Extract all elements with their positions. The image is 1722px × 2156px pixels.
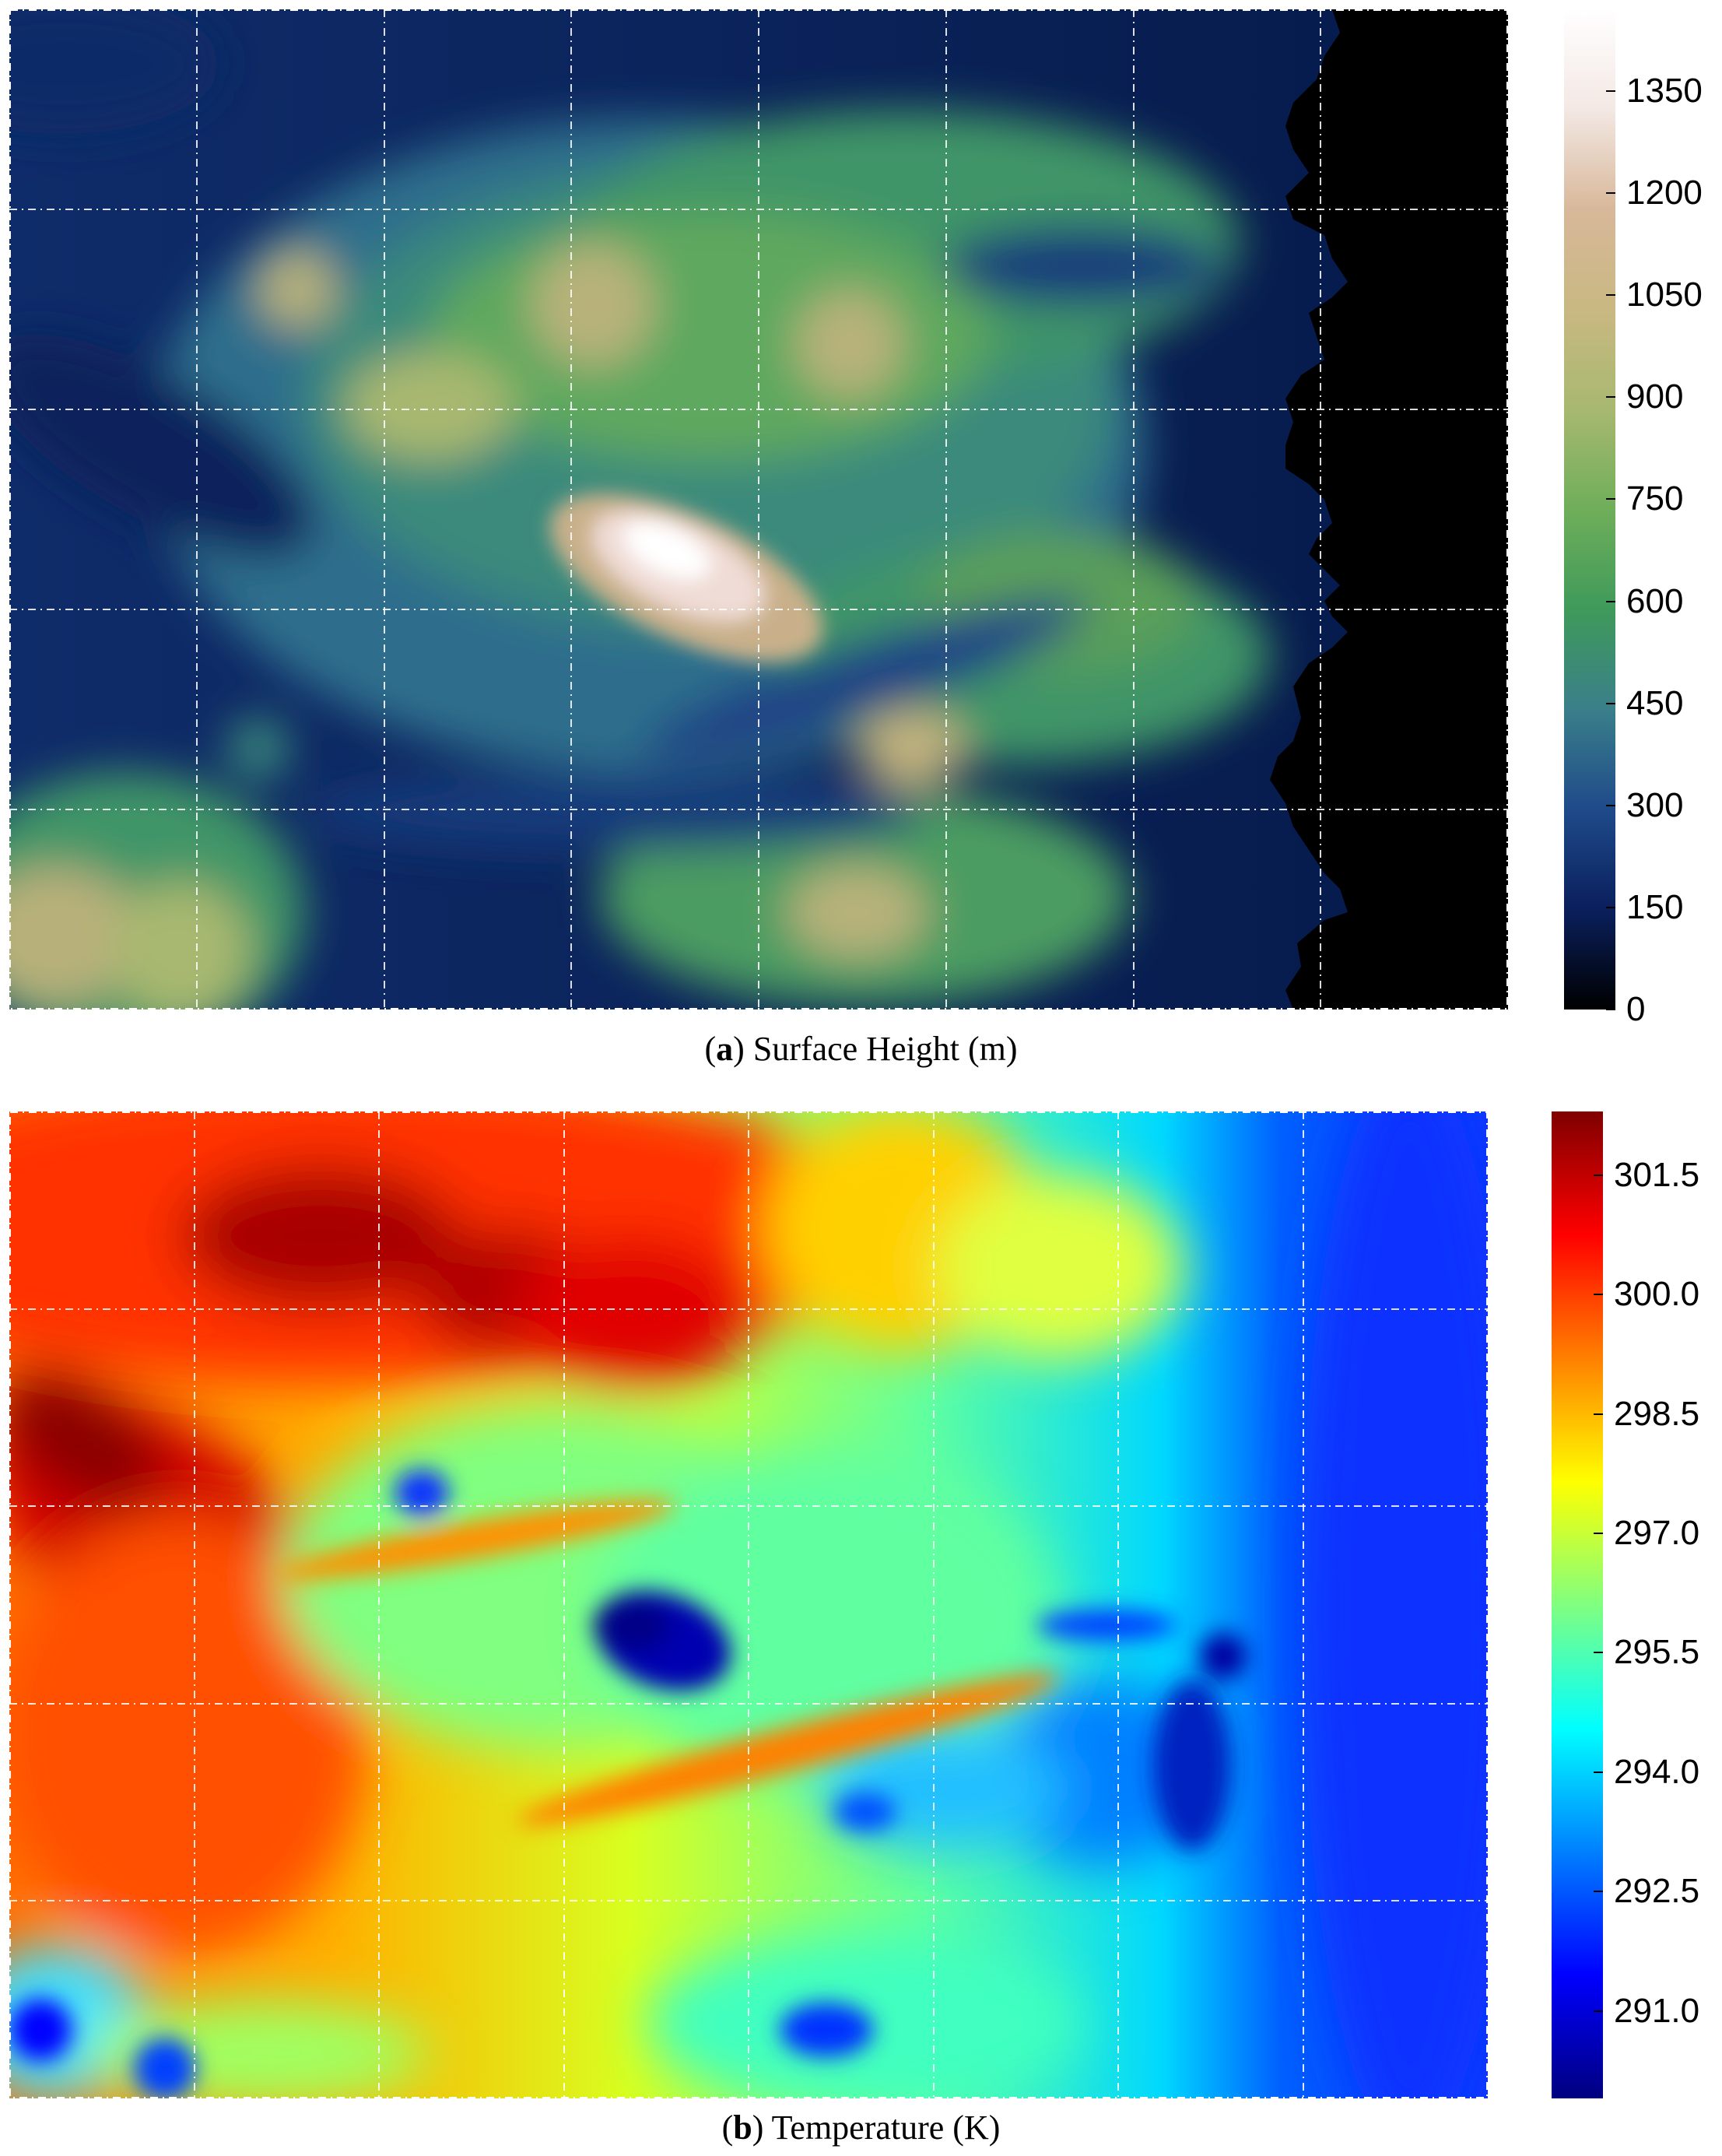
west-hill <box>344 352 515 461</box>
south-cold-core <box>780 2003 873 2057</box>
colorbar-tick <box>1606 702 1615 704</box>
summit-layer <box>549 493 823 662</box>
central-valley <box>643 599 1088 759</box>
south-valley <box>305 772 928 850</box>
colorbar-tick-label: 1350 <box>1626 71 1703 110</box>
colorbar-tick-label: 297.0 <box>1614 1513 1700 1552</box>
colorbar-tick-label: 294.0 <box>1614 1752 1700 1791</box>
temperature-heatmap <box>9 1111 1488 2098</box>
map-frame <box>9 9 1508 1010</box>
temperature-colorbar <box>1552 1111 1603 2098</box>
colorbar-tick-label: 1200 <box>1626 174 1703 212</box>
colorbar-tick-label: 292.5 <box>1614 1872 1700 1911</box>
colorbar-tick <box>1594 1413 1603 1415</box>
colorbar-tick-label: 301.5 <box>1614 1155 1700 1194</box>
colorbar-tick <box>1606 90 1615 92</box>
southeast-cold-spot <box>834 1793 896 1831</box>
southwest-mound <box>227 718 289 780</box>
colorbar-tick <box>1606 294 1615 297</box>
colorbar-tick-label: 295.5 <box>1614 1633 1700 1672</box>
northeast-valley <box>943 227 1223 305</box>
gridlines <box>9 9 1508 1010</box>
plain-region <box>1270 9 1508 1010</box>
warm-ridge-streak <box>276 1500 676 1579</box>
north-hill <box>531 243 655 367</box>
southwest-cold-spot <box>9 1999 72 2061</box>
surface-height-map <box>9 9 1508 1010</box>
east-cold-core <box>1200 1633 1247 1680</box>
colorbar-tick-label: 298.5 <box>1614 1394 1700 1433</box>
north-lowland <box>9 9 219 134</box>
northwest-valley <box>9 333 315 557</box>
colorbar-tick-label: 450 <box>1626 683 1684 722</box>
colorbar-tick <box>1594 1891 1603 1893</box>
panel-b-letter: b <box>733 2109 752 2147</box>
colorbar-tick <box>1594 1652 1603 1654</box>
east-cold-streak <box>1036 1610 1177 1641</box>
east-cold-spot <box>1153 1680 1231 1851</box>
northeast-hill <box>795 290 904 399</box>
southeast-knoll <box>857 710 966 788</box>
surface-height-colorbar <box>1564 9 1615 1010</box>
southwest-peak <box>9 866 142 1006</box>
warm-valley-streak <box>517 1673 1058 1826</box>
colorbar-tick-label: 0 <box>1626 990 1646 1028</box>
colorbar-tick <box>1606 1009 1615 1010</box>
colorbar-tick-label: 300 <box>1626 785 1684 824</box>
gridlines <box>9 1111 1488 2098</box>
colorbar-tick <box>1594 1532 1603 1534</box>
south-knoll <box>787 866 928 959</box>
northwest-knoll <box>258 251 336 328</box>
northeast-mild <box>935 1174 1184 1361</box>
central-cold-core <box>593 1598 671 1652</box>
east-cold-band <box>1301 1111 1488 2098</box>
colorbar-tick <box>1594 1294 1603 1296</box>
cold-spots <box>9 1470 1247 2098</box>
colorbar-tick <box>1594 1174 1603 1176</box>
colorbar-tick <box>1594 2010 1603 2012</box>
colorbar-tick-label: 150 <box>1626 887 1684 926</box>
panel-a-title: Surface Height (m) <box>752 1030 1018 1068</box>
colorbar-tick-label: 750 <box>1626 479 1684 518</box>
surface-height-heatmap <box>9 9 1508 1010</box>
colorbar-tick <box>1606 396 1615 399</box>
panel-a-letter: a <box>716 1030 734 1068</box>
southwest-warm <box>9 1516 367 1952</box>
map-frame <box>9 1111 1488 2098</box>
colorbar-tick <box>1606 192 1615 195</box>
colorbar-tick-label: 300.0 <box>1614 1275 1700 1314</box>
terrain-layer <box>9 9 1270 1010</box>
south-cold-spot <box>134 2038 196 2098</box>
colorbar-tick-label: 900 <box>1626 377 1684 416</box>
southwest-knoll <box>110 881 251 1010</box>
colorbar-tick <box>1606 906 1615 908</box>
colorbar-tick <box>1594 1771 1603 1773</box>
cold-spot <box>395 1470 449 1516</box>
panel-b-title: Temperature (K) <box>771 2109 1001 2147</box>
central-upland <box>430 212 990 461</box>
surface-height-caption: (a) Surface Height (m) <box>704 1030 1018 1068</box>
colorbar-tick <box>1606 804 1615 806</box>
colorbar-tick <box>1606 600 1615 602</box>
summit-peak <box>623 521 710 580</box>
west-hot-core <box>9 1368 163 1508</box>
north-hot-core <box>181 1166 461 1306</box>
colorbar-tick-label: 600 <box>1626 581 1684 620</box>
temperature-map <box>9 1111 1488 2098</box>
surface-height-colorbar-gradient <box>1564 9 1615 1010</box>
colorbar-tick-label: 1050 <box>1626 276 1703 314</box>
north-warm-spot <box>515 1236 749 1392</box>
temperature-colorbar-gradient <box>1552 1111 1603 2098</box>
colorbar-tick <box>1606 498 1615 500</box>
colorbar-tick-label: 291.0 <box>1614 1991 1700 2030</box>
temperature-caption: (b) Temperature (K) <box>721 2109 1001 2147</box>
